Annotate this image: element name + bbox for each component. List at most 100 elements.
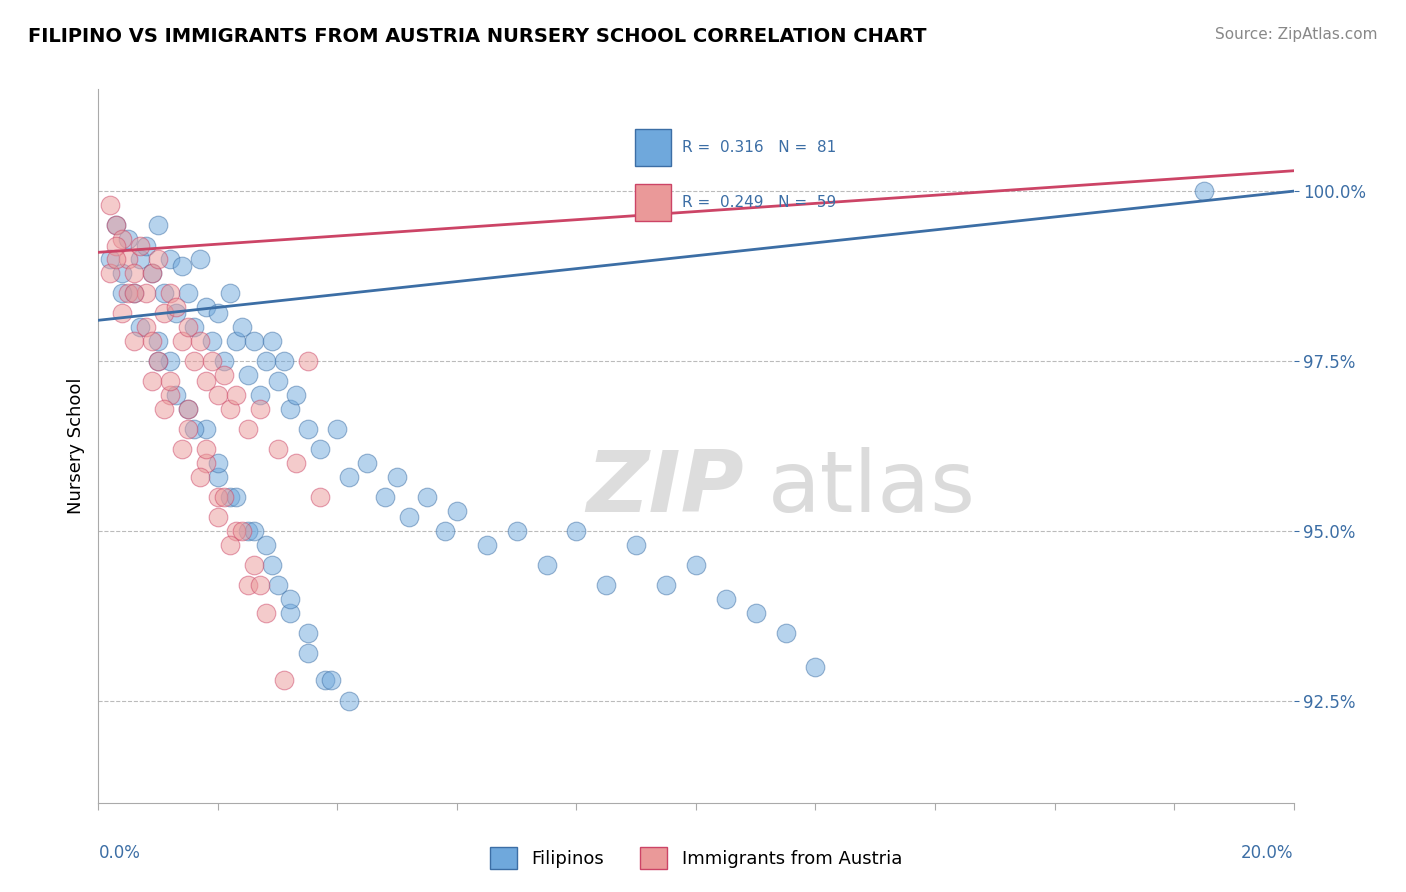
Point: [207, 456, 229, 470]
Point: [135, 238, 157, 252]
Point: [536, 558, 558, 572]
Point: [236, 422, 259, 436]
Point: [236, 524, 259, 538]
Point: [212, 354, 235, 368]
Y-axis label: Nursery School: Nursery School: [66, 377, 84, 515]
Point: [249, 388, 271, 402]
Point: [148, 334, 170, 348]
Point: [177, 422, 200, 436]
Text: FILIPINO VS IMMIGRANTS FROM AUSTRIA NURSERY SCHOOL CORRELATION CHART: FILIPINO VS IMMIGRANTS FROM AUSTRIA NURS…: [28, 27, 927, 45]
Point: [188, 334, 211, 348]
Text: 20.0%: 20.0%: [1241, 844, 1294, 862]
Point: [194, 375, 218, 389]
Point: [207, 306, 229, 320]
Point: [254, 606, 277, 620]
Point: [141, 334, 163, 348]
Point: [284, 388, 307, 402]
Point: [105, 218, 128, 232]
Point: [159, 354, 181, 368]
Point: [714, 591, 737, 606]
Text: atlas: atlas: [768, 447, 976, 531]
Point: [148, 354, 170, 368]
Point: [297, 626, 319, 640]
Point: [194, 442, 218, 457]
Point: [284, 456, 307, 470]
Point: [207, 510, 229, 524]
Point: [267, 442, 290, 457]
Point: [685, 558, 707, 572]
Point: [177, 401, 200, 416]
Point: [188, 252, 211, 266]
Point: [273, 673, 295, 688]
Point: [98, 198, 122, 212]
Point: [385, 469, 409, 483]
Point: [159, 375, 181, 389]
Point: [124, 266, 146, 280]
Point: [124, 286, 146, 301]
Point: [278, 401, 301, 416]
Point: [194, 456, 218, 470]
Point: [249, 401, 271, 416]
Point: [219, 286, 242, 301]
Point: [172, 334, 194, 348]
Point: [201, 354, 224, 368]
Point: [236, 578, 259, 592]
Point: [278, 591, 301, 606]
Point: [105, 238, 128, 252]
Point: [212, 368, 235, 382]
Point: [624, 537, 647, 551]
Point: [565, 524, 588, 538]
Point: [207, 469, 229, 483]
Point: [314, 673, 337, 688]
Point: [177, 401, 200, 416]
Text: Source: ZipAtlas.com: Source: ZipAtlas.com: [1215, 27, 1378, 42]
Point: [159, 286, 181, 301]
Point: [201, 334, 224, 348]
Point: [135, 320, 157, 334]
Point: [236, 368, 259, 382]
Text: ZIP: ZIP: [586, 447, 744, 531]
Point: [98, 252, 122, 266]
Point: [339, 469, 360, 483]
Point: [260, 334, 283, 348]
Point: [165, 300, 187, 314]
Point: [433, 524, 456, 538]
Point: [225, 388, 247, 402]
Point: [172, 259, 194, 273]
Point: [219, 490, 242, 504]
Point: [111, 266, 134, 280]
Point: [297, 646, 319, 660]
Point: [804, 660, 827, 674]
Point: [225, 334, 247, 348]
Point: [148, 218, 170, 232]
Point: [775, 626, 797, 640]
Point: [124, 286, 146, 301]
Point: [129, 320, 152, 334]
Point: [243, 524, 266, 538]
Point: [273, 354, 295, 368]
Point: [207, 388, 229, 402]
Point: [243, 558, 266, 572]
Point: [374, 490, 396, 504]
Point: [111, 286, 134, 301]
Point: [111, 306, 134, 320]
Point: [231, 524, 253, 538]
Point: [117, 252, 139, 266]
Point: [183, 354, 205, 368]
Point: [1192, 184, 1215, 198]
Point: [231, 320, 253, 334]
Point: [183, 320, 205, 334]
Point: [177, 320, 200, 334]
Point: [207, 490, 229, 504]
Point: [159, 388, 181, 402]
Point: [398, 510, 420, 524]
Point: [212, 490, 235, 504]
Point: [225, 524, 247, 538]
Point: [117, 286, 139, 301]
Point: [225, 490, 247, 504]
Point: [124, 334, 146, 348]
Point: [105, 218, 128, 232]
Point: [339, 694, 360, 708]
Point: [148, 252, 170, 266]
Point: [141, 266, 163, 280]
